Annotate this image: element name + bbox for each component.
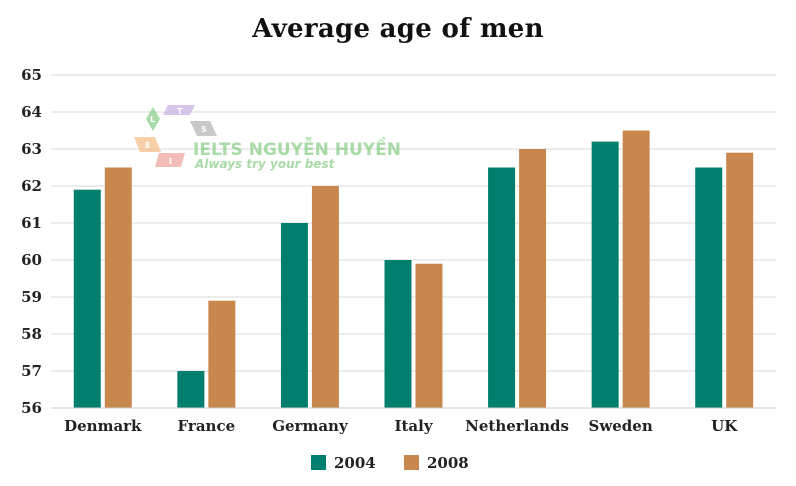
y-tick-label: 58 xyxy=(21,325,42,343)
x-tick-label: Netherlands xyxy=(465,417,569,435)
legend: 2004 2008 xyxy=(311,454,469,472)
watermark-logo-icon: L T S E I xyxy=(134,105,217,167)
bar-2008 xyxy=(208,300,236,408)
bar-2008 xyxy=(519,149,547,408)
watermark-tagline: Always try your best xyxy=(194,157,336,171)
x-axis-labels: Denmark France Germany Italy Netherlands Swed… xyxy=(64,417,738,435)
bar-2008 xyxy=(311,186,339,408)
legend-swatch xyxy=(311,455,326,470)
x-tick-label: Italy xyxy=(394,417,433,435)
chart-title: Average age of men xyxy=(252,14,544,44)
watermark-letter: I xyxy=(169,157,172,166)
legend-label: 2004 xyxy=(334,454,376,472)
bar-2004 xyxy=(280,223,308,408)
bar-2004 xyxy=(591,141,619,408)
y-tick-label: 59 xyxy=(21,288,42,306)
y-tick-label: 65 xyxy=(21,66,42,84)
legend-label: 2008 xyxy=(427,454,469,472)
y-tick-label: 60 xyxy=(21,251,42,269)
y-tick-label: 63 xyxy=(21,140,42,158)
y-tick-label: 64 xyxy=(21,103,42,121)
bar-2004 xyxy=(384,260,412,408)
watermark-letter: T xyxy=(177,107,183,116)
legend-swatch xyxy=(404,455,419,470)
y-tick-label: 61 xyxy=(21,214,42,232)
x-tick-label: Germany xyxy=(272,417,349,435)
bar-2008 xyxy=(726,152,754,408)
x-tick-label: Sweden xyxy=(589,417,653,435)
watermark-letter: E xyxy=(145,141,150,150)
bar-2004 xyxy=(695,167,723,408)
y-tick-label: 57 xyxy=(21,362,42,380)
watermark-letter: L xyxy=(150,115,155,124)
x-tick-label: Denmark xyxy=(64,417,142,435)
bar-2008 xyxy=(415,263,443,408)
y-axis-ticks: 56 57 58 59 60 61 62 63 64 65 xyxy=(21,66,42,417)
bar-2004 xyxy=(73,189,101,408)
x-tick-label: France xyxy=(178,417,236,435)
bars xyxy=(73,130,754,408)
watermark-brand: IELTS NGUYỄN HUYỀN xyxy=(193,135,401,160)
watermark: L T S E I IELTS NGUYỄN HUYỀN Always try … xyxy=(134,105,401,171)
bar-2008 xyxy=(622,130,650,408)
bar-2004 xyxy=(177,371,205,408)
bar-2004 xyxy=(488,167,516,408)
x-tick-label: UK xyxy=(711,417,738,435)
bar-2008 xyxy=(104,167,132,408)
y-tick-label: 56 xyxy=(21,399,42,417)
y-tick-label: 62 xyxy=(21,177,42,195)
watermark-letter: S xyxy=(201,125,207,134)
